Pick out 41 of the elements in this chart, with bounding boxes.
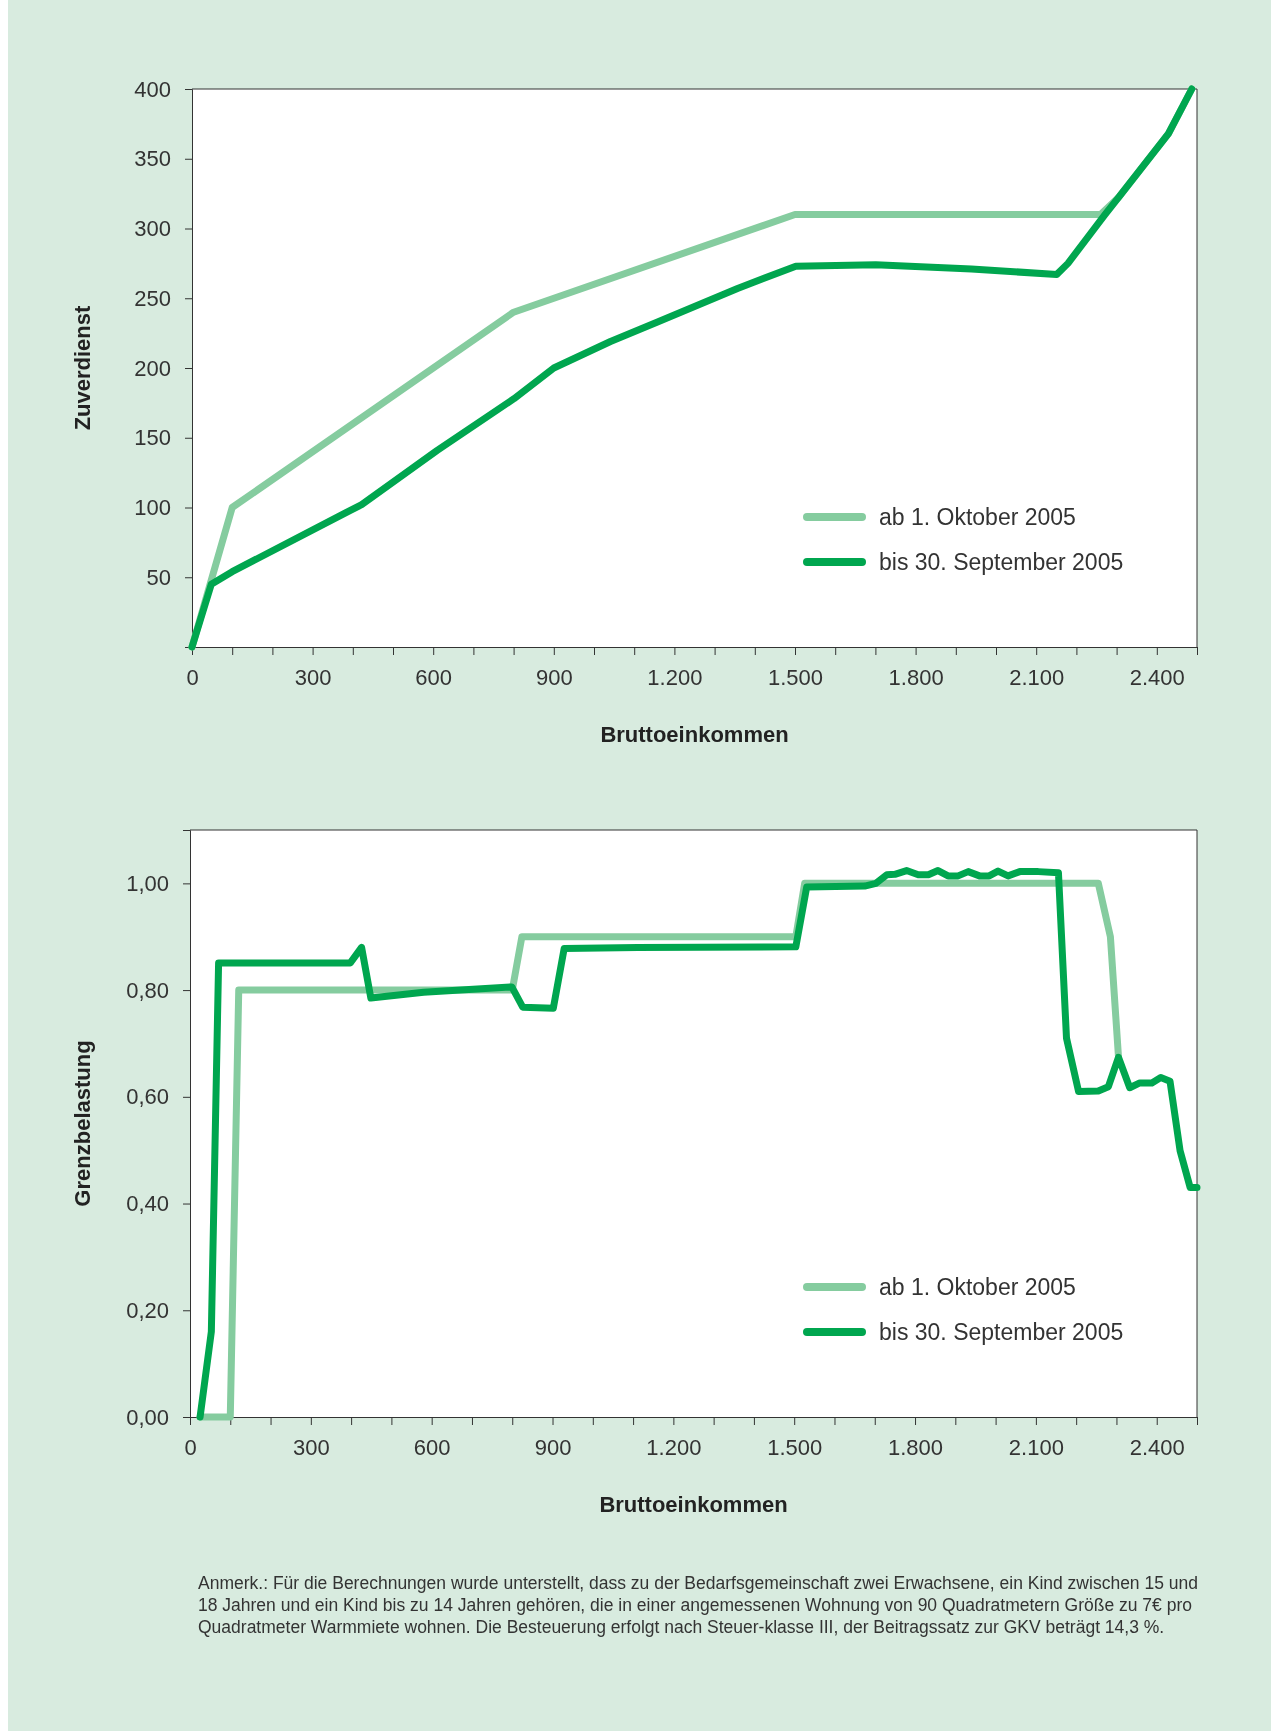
x-tick-label: 600 <box>415 664 453 690</box>
legend-label: ab 1. Oktober 2005 <box>879 504 1076 530</box>
legend-label: bis 30. September 2005 <box>879 1319 1124 1345</box>
x-tick-label: 0 <box>184 1434 197 1460</box>
x-tick-label: 1.500 <box>767 664 824 690</box>
y-tick-label: 250 <box>134 285 171 311</box>
x-tick-label: 2.100 <box>1009 664 1065 690</box>
y-tick-label: 0,40 <box>126 1191 169 1217</box>
y-tick-label: 0,20 <box>126 1297 169 1323</box>
x-tick-label: 1.800 <box>888 664 944 690</box>
x-tick-label: 1.800 <box>888 1434 944 1460</box>
legend-label: bis 30. September 2005 <box>879 549 1124 575</box>
x-tick-label: 900 <box>534 1434 572 1460</box>
x-tick-label: 1.500 <box>767 1434 823 1460</box>
x-tick-label: 300 <box>294 664 332 690</box>
y-tick-label: 0,60 <box>126 1084 169 1110</box>
text: Anmerk.: Für die Berechnungen wurde unterstellt, dass zu der Bedarfsgemeinschaft zwei Erwachsene, ein Kind zwischen 15 und 18 Jahren und ein Kind bis zu 14 Jahren gehören, die in einer angemessenen Wohnung von 90 Quadratmetern Größe zu 7€ pro Quadratmeter Warmmiete wohnen. Die Besteuerung erfolgt nach Steuer-klasse III, der Beitragssatz zur GKV beträgt 14,3 %. <box>198 1572 1199 1638</box>
x-tick-label: 300 <box>292 1434 330 1460</box>
x-tick-label: 900 <box>535 664 573 690</box>
x-tick-label: 0 <box>186 664 199 690</box>
x-axis-title: Bruttoeinkommen <box>600 722 789 747</box>
legend-label: ab 1. Oktober 2005 <box>879 1274 1076 1300</box>
x-tick-label: 1.200 <box>647 664 703 690</box>
x-tick-label: 600 <box>413 1434 451 1460</box>
y-tick-label: 150 <box>134 425 171 451</box>
y-tick-label: 1,00 <box>126 870 169 896</box>
y-tick-label: 350 <box>134 146 171 172</box>
y-axis-title: Grenzbelastung <box>70 1040 95 1207</box>
y-tick-label: 400 <box>134 76 171 102</box>
x-tick-label: 2.400 <box>1129 664 1185 690</box>
x-tick-label: 2.100 <box>1008 1434 1064 1460</box>
y-tick-label: 300 <box>134 216 171 242</box>
x-tick-label: 1.200 <box>646 1434 702 1460</box>
y-tick-label: 0,00 <box>126 1404 169 1430</box>
x-tick-label: 2.400 <box>1129 1434 1185 1460</box>
y-tick-label: 50 <box>146 564 171 590</box>
x-axis-title: Bruttoeinkommen <box>599 1492 788 1517</box>
y-axis-title: Zuverdienst <box>70 304 95 431</box>
y-tick-label: 0,80 <box>126 977 169 1003</box>
y-tick-label: 100 <box>134 495 171 521</box>
y-tick-label: 200 <box>134 355 171 381</box>
